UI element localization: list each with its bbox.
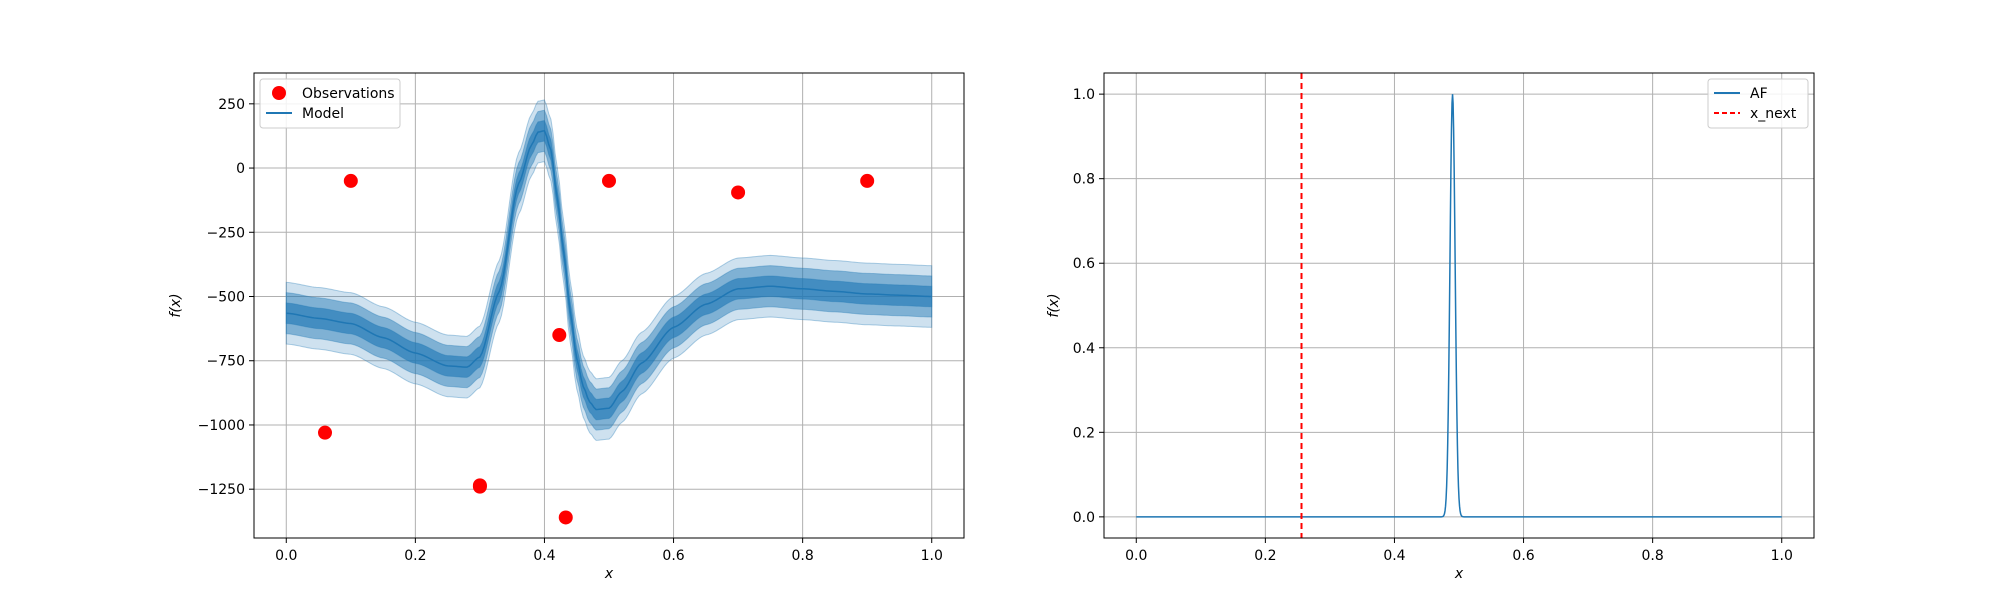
x-tick-label: 0.2: [404, 548, 426, 564]
y-tick-label: 0.6: [1073, 256, 1095, 272]
legend-label: x_next: [1750, 106, 1797, 122]
y-tick-label: −250: [207, 225, 245, 241]
observation-point: [318, 425, 332, 440]
observation-point: [343, 173, 358, 188]
acquisition-chart: 0.0 0.2 0.4 0.6 0.8 1.0 0.0 0.2 0.4 0.6 0.8 1.0 x f(x…: [1046, 72, 1815, 582]
x-axis-label: x: [1454, 566, 1464, 582]
y-axis-label: f(x): [1046, 293, 1062, 317]
legend-label: Model: [302, 106, 344, 122]
legend-label: Observations: [302, 86, 395, 102]
legend-box: [1707, 78, 1809, 129]
legend-marker-observations: [272, 86, 286, 100]
y-tick-label: −1000: [198, 418, 245, 434]
observation-point: [860, 173, 875, 188]
y-tick-label: 0.2: [1073, 425, 1095, 441]
plot-frame: [253, 72, 965, 539]
model-chart: 0.0 0.2 0.4 0.6 0.8 1.0 250 0 −250 −500 −750 −1000 −…: [168, 72, 965, 582]
model-confidence-band: [285, 119, 933, 421]
y-axis-label: f(x): [168, 293, 184, 317]
y-tick-label: 0.8: [1073, 172, 1095, 188]
x-tick-label: 0.8: [792, 548, 814, 564]
x-tick-label: 0.4: [533, 548, 555, 564]
y-tick-label: 0.0: [1073, 510, 1095, 526]
observation-point: [602, 173, 616, 188]
y-tick-label: 0: [236, 161, 245, 177]
legend-label: AF: [1750, 86, 1768, 102]
model-mean-line: [286, 129, 932, 411]
legend: Observations Model: [259, 78, 401, 129]
y-tick-label: −1250: [198, 482, 245, 498]
legend: AF x_next: [1707, 78, 1809, 129]
observation-point: [731, 185, 746, 200]
x-tick-label: 0.0: [275, 548, 297, 564]
x-axis-label: x: [604, 566, 614, 582]
x-tick-label: 1.0: [921, 548, 943, 564]
x-tick-label: 0.4: [1383, 548, 1405, 564]
model-confidence-band: [285, 99, 933, 441]
y-tick-label: 250: [218, 97, 245, 113]
plot-frame: [1103, 72, 1815, 539]
legend-box: [259, 78, 401, 129]
observation-point: [552, 328, 567, 343]
observation-point: [558, 510, 573, 525]
af-line: [1136, 94, 1782, 518]
x-tick-label: 0.8: [1642, 548, 1664, 564]
y-tick-label: −500: [207, 290, 245, 306]
observation-point: [472, 479, 487, 494]
y-tick-label: 1.0: [1073, 87, 1095, 103]
x-tick-label: 0.6: [1512, 548, 1534, 564]
x-tick-label: 0.2: [1254, 548, 1276, 564]
model-confidence-band: [285, 109, 933, 431]
y-tick-label: 0.4: [1073, 341, 1095, 357]
x-tick-label: 1.0: [1771, 548, 1793, 564]
y-tick-label: −750: [207, 354, 245, 370]
x-tick-label: 0.6: [662, 548, 684, 564]
x-tick-label: 0.0: [1125, 548, 1147, 564]
